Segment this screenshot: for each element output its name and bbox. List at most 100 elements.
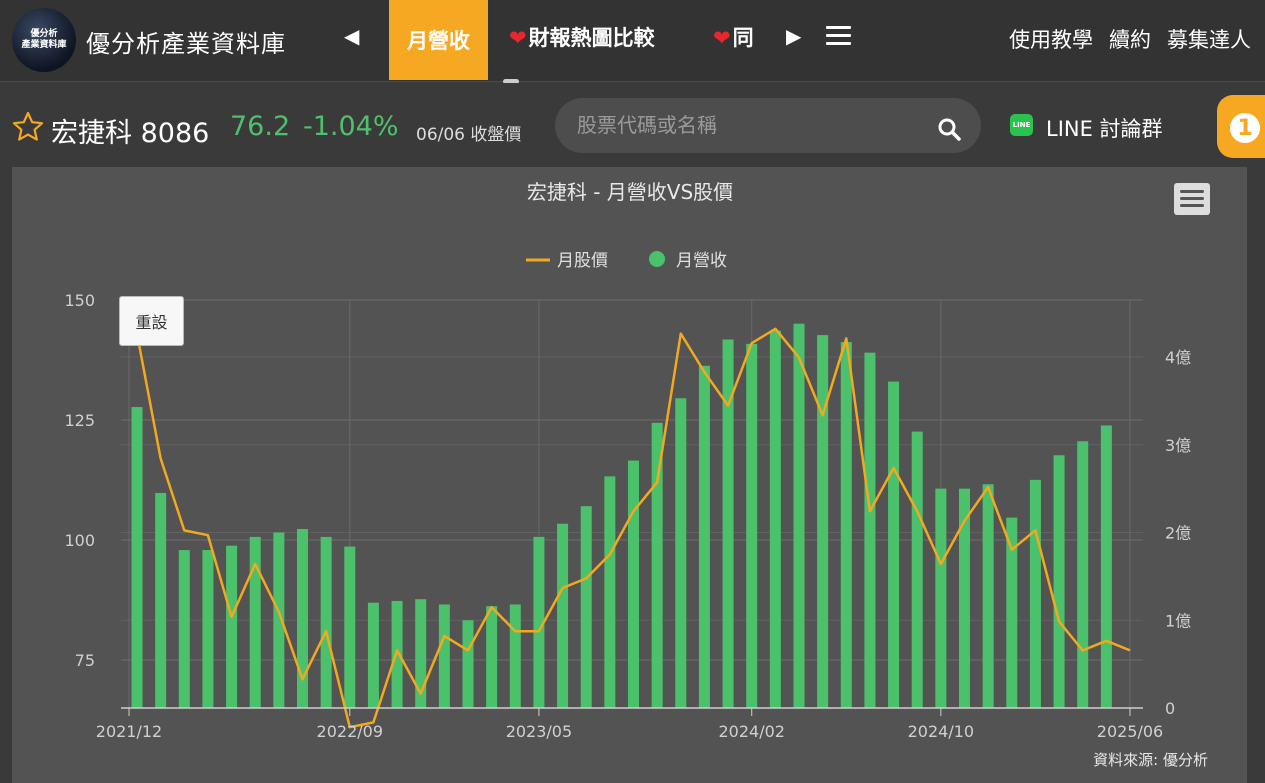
right-axis-tick-label: 3億 bbox=[1165, 436, 1191, 455]
link-renew[interactable]: 續約 bbox=[1109, 28, 1151, 52]
revenue-bar bbox=[580, 506, 592, 708]
line-app-icon[interactable]: LINE bbox=[1010, 114, 1033, 136]
left-axis-tick-label: 125 bbox=[64, 411, 95, 430]
stock-search-box bbox=[555, 98, 981, 153]
logo-line-2: 產業資料庫 bbox=[21, 40, 67, 50]
revenue-bar bbox=[1006, 517, 1018, 708]
revenue-bar bbox=[509, 604, 521, 708]
header-links: 使用教學 續約 募集達人 bbox=[1009, 24, 1251, 54]
chart-export-menu-icon[interactable] bbox=[1174, 183, 1210, 215]
right-axis-tick-label: 0 bbox=[1165, 699, 1175, 718]
revenue-bar bbox=[202, 550, 214, 708]
notification-count-badge[interactable]: 1 bbox=[1228, 111, 1262, 145]
revenue-bar bbox=[155, 493, 167, 708]
tab-partial-label: 同 bbox=[732, 26, 754, 50]
x-axis-tick-label: 2021/12 bbox=[96, 722, 162, 741]
tab-monthly-revenue[interactable]: 月營收 bbox=[389, 0, 488, 80]
left-axis-tick-label: 75 bbox=[75, 651, 95, 670]
tab-scroll-indicator bbox=[503, 79, 519, 84]
tab-partial[interactable]: ❤同 bbox=[713, 22, 759, 52]
brand-title[interactable]: 優分析產業資料庫 bbox=[86, 30, 286, 58]
revenue-bar bbox=[1100, 425, 1112, 708]
revenue-bar bbox=[415, 599, 427, 708]
revenue-bar bbox=[959, 488, 970, 708]
legend-revenue-label[interactable]: 月營收 bbox=[676, 251, 727, 271]
stock-change: -1.04% bbox=[303, 111, 399, 142]
chart-legend: 月股價 月營收 bbox=[526, 251, 727, 271]
x-axis-tick-label: 2024/10 bbox=[908, 722, 974, 741]
revenue-bar bbox=[840, 342, 852, 708]
legend-revenue-swatch bbox=[649, 251, 665, 267]
revenue-bar bbox=[628, 460, 639, 708]
revenue-bar bbox=[793, 323, 805, 708]
revenue-bar bbox=[982, 484, 994, 708]
revenue-bar bbox=[769, 330, 781, 708]
search-icon[interactable] bbox=[937, 117, 961, 141]
revenue-bar bbox=[911, 431, 923, 708]
revenue-bar bbox=[131, 407, 143, 708]
menu-icon[interactable] bbox=[826, 26, 851, 46]
x-axis-tick-label: 2022/09 bbox=[317, 722, 383, 741]
revenue-bar bbox=[462, 620, 474, 708]
revenue-bars bbox=[131, 323, 1112, 708]
revenue-bar bbox=[1077, 441, 1089, 708]
heart-icon: ❤ bbox=[509, 26, 527, 50]
line-discussion-link[interactable]: LINE 討論群 bbox=[1046, 117, 1163, 141]
revenue-bar bbox=[367, 602, 379, 708]
stock-date-status: 06/06 收盤價 bbox=[416, 125, 522, 145]
favorite-star-icon[interactable] bbox=[12, 111, 44, 143]
revenue-bar bbox=[438, 604, 450, 708]
x-axis-tick-label: 2025/06 bbox=[1097, 722, 1163, 741]
chart-axes: 150 125 100 75 0 1億 2億 3億 4億 2021/12 2022/09 2023/0… bbox=[64, 291, 1191, 741]
reset-zoom-button[interactable]: 重設 bbox=[119, 296, 184, 346]
right-axis-tick-label: 4億 bbox=[1165, 348, 1191, 367]
revenue-bar bbox=[604, 476, 616, 708]
logo-line-1: 優分析 bbox=[30, 29, 58, 39]
stock-price: 76.2 bbox=[230, 111, 291, 142]
search-input[interactable] bbox=[577, 112, 917, 138]
right-axis-tick-label: 2億 bbox=[1165, 524, 1191, 543]
top-nav: 優分析 產業資料庫 優分析產業資料庫 ◀ 月營收 ❤財報熱圖比較 ❤同 ▶ 使用… bbox=[0, 0, 1265, 84]
revenue-bar bbox=[1029, 479, 1041, 708]
revenue-bar bbox=[486, 606, 498, 708]
x-axis-tick-label: 2024/02 bbox=[718, 722, 784, 741]
revenue-bar bbox=[722, 339, 734, 708]
revenue-bar bbox=[817, 335, 829, 708]
revenue-bar bbox=[344, 546, 356, 708]
revenue-bar bbox=[888, 381, 900, 708]
legend-price-label[interactable]: 月股價 bbox=[557, 251, 608, 271]
site-logo[interactable]: 優分析 產業資料庫 bbox=[12, 8, 76, 72]
tab-financial-heatmap-label: 財報熱圖比較 bbox=[528, 26, 655, 50]
revenue-bar bbox=[533, 536, 545, 708]
revenue-bar bbox=[651, 422, 663, 708]
revenue-bar bbox=[864, 352, 876, 708]
price-line bbox=[135, 327, 1131, 729]
revenue-bar bbox=[698, 365, 710, 708]
nav-next-arrow-icon[interactable]: ▶ bbox=[786, 24, 802, 48]
tab-financial-heatmap[interactable]: ❤財報熱圖比較 bbox=[509, 22, 655, 52]
revenue-bar bbox=[1053, 455, 1065, 708]
revenue-bar bbox=[675, 398, 687, 708]
revenue-bar bbox=[297, 529, 308, 708]
chart-title: 宏捷科 - 月營收VS股價 bbox=[527, 180, 733, 204]
revenue-bar bbox=[557, 523, 569, 708]
left-axis-tick-label: 150 bbox=[64, 291, 95, 310]
nav-prev-arrow-icon[interactable]: ◀ bbox=[344, 24, 360, 48]
revenue-bar bbox=[273, 532, 285, 708]
left-axis-tick-label: 100 bbox=[64, 531, 95, 550]
revenue-bar bbox=[935, 488, 947, 708]
x-axis-tick-label: 2023/05 bbox=[506, 722, 572, 741]
right-axis-tick-label: 1億 bbox=[1165, 611, 1191, 630]
link-recruit[interactable]: 募集達人 bbox=[1167, 28, 1251, 52]
revenue-bar bbox=[746, 343, 758, 708]
revenue-bar bbox=[320, 536, 332, 708]
revenue-bar bbox=[226, 545, 238, 708]
data-source-label: 資料來源: 優分析 bbox=[1093, 751, 1208, 769]
stock-name-code: 宏捷科 8086 bbox=[51, 118, 210, 149]
link-tutorial[interactable]: 使用教學 bbox=[1009, 28, 1093, 52]
heart-icon: ❤ bbox=[713, 26, 731, 50]
price-line-path bbox=[135, 327, 1131, 729]
revenue-bar bbox=[249, 536, 261, 708]
revenue-bar bbox=[178, 550, 190, 708]
